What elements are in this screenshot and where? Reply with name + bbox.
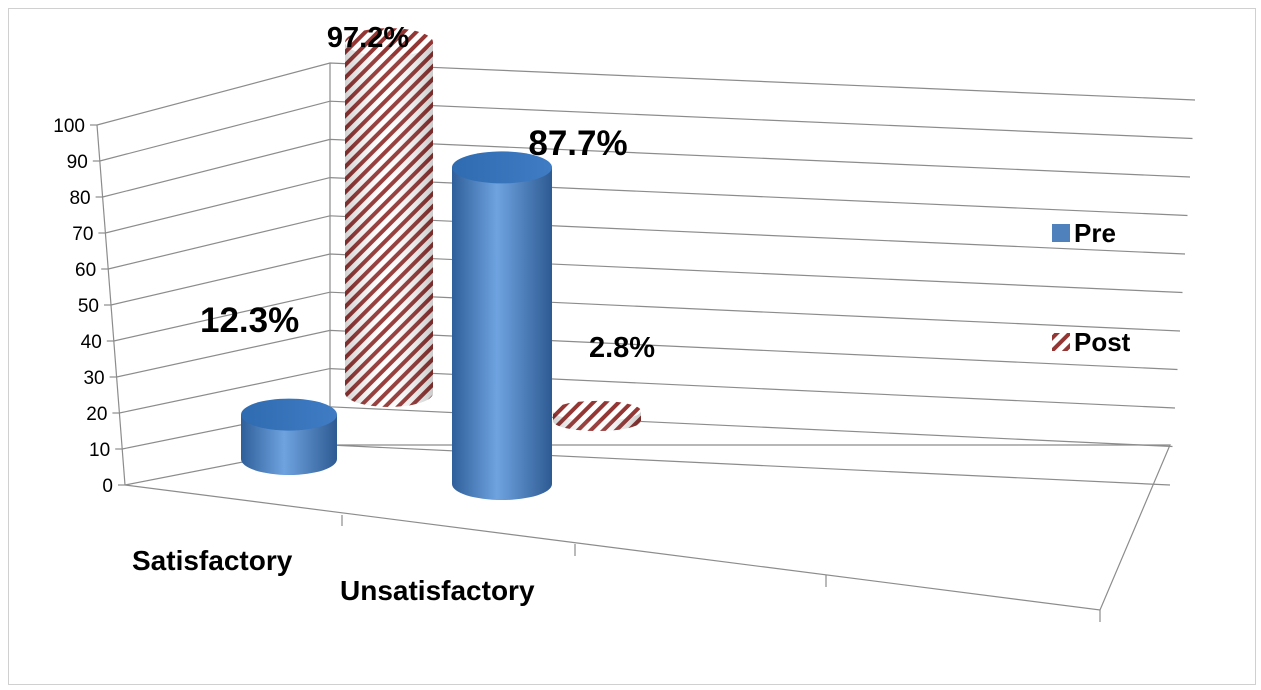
bar-pre-unsatisfactory-top (452, 151, 552, 184)
gridline (108, 215, 1186, 270)
bars (241, 28, 641, 500)
gridline (119, 367, 1176, 414)
y-tick-label: 100 (53, 116, 85, 137)
chart-border (8, 8, 1256, 685)
bar-post-unsatisfactory (553, 400, 641, 431)
bar-post-satisfactory-label: 97.2% (327, 22, 409, 54)
gridline (96, 62, 1196, 126)
bar-pre-unsatisfactory-label: 87.7% (528, 124, 627, 163)
category-label-satisfactory: Satisfactory (132, 545, 293, 576)
bar-pre-satisfactory (241, 398, 337, 475)
bar-pre-satisfactory-top (241, 398, 337, 431)
gridlines (90, 62, 1196, 486)
legend: Pre Post (1052, 218, 1131, 357)
y-tick-label: 20 (86, 404, 107, 425)
y-tick-label: 30 (83, 368, 104, 389)
y-tick-label: 60 (75, 260, 96, 281)
category-label-unsatisfactory: Unsatisfactory (340, 575, 535, 606)
y-tick-label: 70 (72, 224, 93, 245)
gridline (116, 329, 1178, 378)
bar-pre-unsatisfactory-body (452, 167, 552, 500)
gridline (113, 291, 1181, 342)
y-axis-ticks: 0 10 20 30 40 50 60 70 80 90 100 (53, 116, 113, 497)
bar-post-unsatisfactory-top (553, 400, 641, 421)
gridline (105, 176, 1188, 234)
y-tick-label: 10 (89, 440, 110, 461)
bar-post-satisfactory-shade (345, 42, 433, 407)
y-tick-label: 80 (69, 188, 90, 209)
legend-swatch-post (1052, 333, 1070, 351)
legend-swatch-pre (1052, 224, 1070, 242)
gridline (99, 100, 1193, 162)
data-labels: 97.2% 2.8% 12.3% 87.7% (200, 22, 655, 364)
legend-label-pre: Pre (1074, 218, 1116, 248)
gridline (102, 138, 1191, 198)
y-tick-label: 90 (67, 152, 88, 173)
gridline (110, 253, 1183, 306)
bar-pre-satisfactory-body (241, 414, 337, 475)
y-tick-label: 0 (102, 476, 113, 497)
bar-pre-satisfactory-label: 12.3% (200, 301, 299, 340)
bar-post-satisfactory (345, 28, 433, 407)
bar-post-unsatisfactory-label: 2.8% (589, 332, 655, 364)
y-tick-label: 40 (81, 332, 102, 353)
bar-pre-unsatisfactory (452, 151, 552, 500)
y-tick-label: 50 (78, 296, 99, 317)
bar-post-satisfactory-top (345, 28, 433, 57)
legend-label-post: Post (1074, 327, 1131, 357)
